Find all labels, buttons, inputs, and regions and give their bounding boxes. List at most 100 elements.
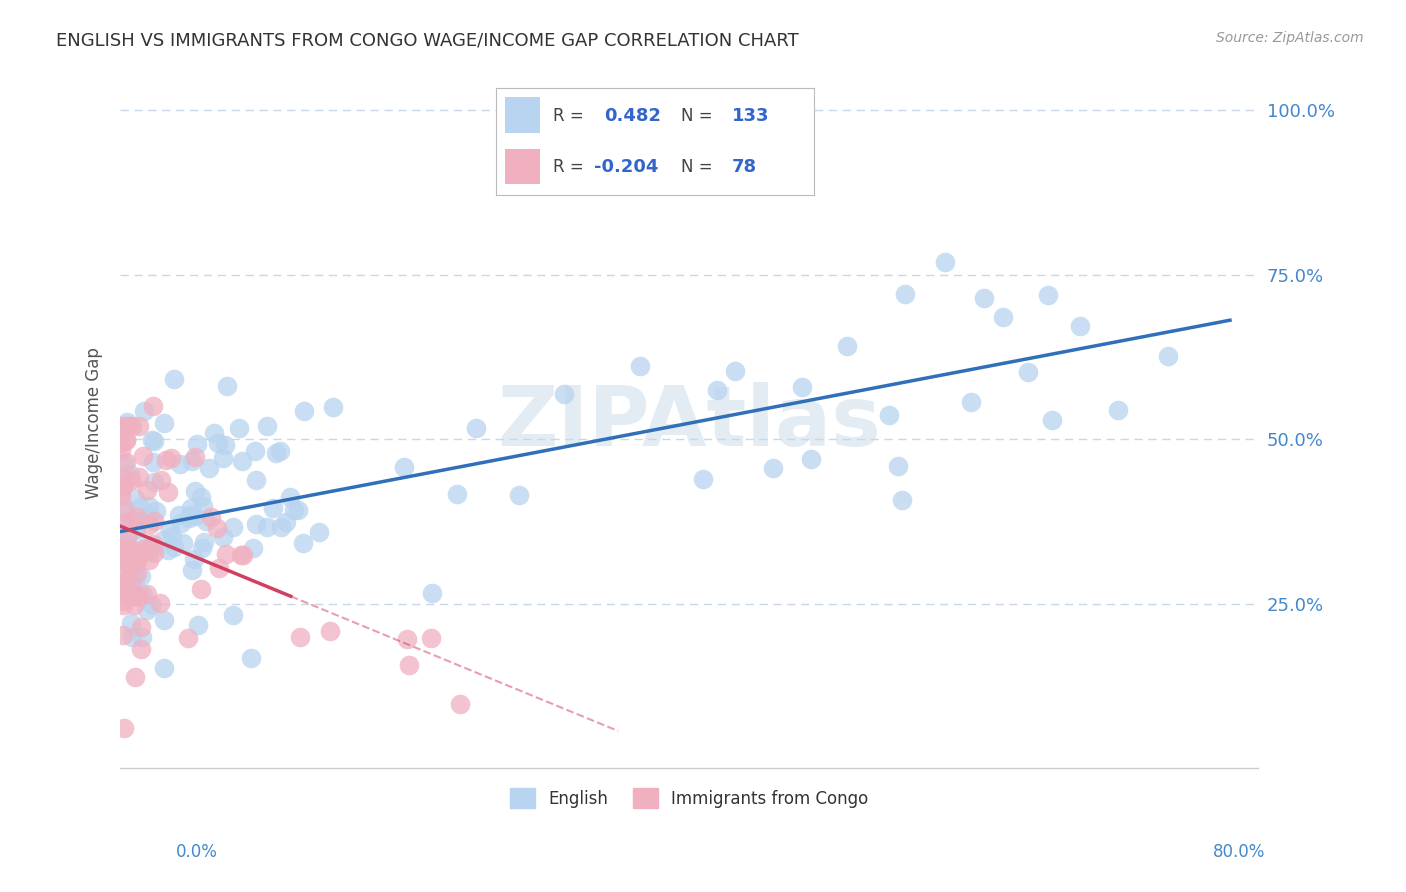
Point — [112, 594, 135, 608]
Point — [141, 434, 163, 448]
Point — [214, 437, 236, 451]
Point — [121, 513, 143, 527]
Point — [117, 529, 139, 543]
Point — [973, 291, 995, 305]
Point — [115, 550, 138, 565]
Point — [143, 515, 166, 529]
Point — [121, 559, 143, 574]
Point — [322, 400, 344, 414]
Point — [270, 520, 292, 534]
Point — [131, 642, 153, 657]
Point — [891, 493, 914, 508]
Point — [449, 697, 471, 711]
Point — [394, 460, 416, 475]
Point — [420, 586, 443, 600]
Point — [215, 547, 238, 561]
Point — [177, 631, 200, 645]
Point — [131, 588, 153, 602]
Point — [232, 548, 254, 562]
Point — [112, 456, 135, 470]
Point — [153, 416, 176, 430]
Point — [124, 569, 146, 583]
Point — [184, 483, 207, 498]
Point — [138, 507, 160, 521]
Point — [142, 537, 165, 551]
Point — [114, 434, 136, 448]
Point — [212, 451, 235, 466]
Point — [181, 563, 204, 577]
Point — [167, 508, 190, 523]
Point — [256, 418, 278, 433]
Point — [169, 457, 191, 471]
Point — [177, 510, 200, 524]
Point — [110, 576, 132, 591]
Point — [112, 598, 135, 612]
Point — [110, 483, 132, 498]
Point — [160, 529, 183, 543]
Y-axis label: Wage/Income Gap: Wage/Income Gap — [86, 347, 103, 499]
Point — [112, 628, 135, 642]
Point — [186, 617, 208, 632]
Point — [114, 582, 136, 597]
Point — [190, 490, 212, 504]
Point — [160, 451, 183, 466]
Point — [111, 504, 134, 518]
Point — [208, 561, 231, 575]
Point — [197, 460, 219, 475]
Point — [136, 483, 159, 497]
Point — [200, 510, 222, 524]
Point — [191, 500, 214, 514]
Point — [894, 286, 917, 301]
Point — [112, 548, 135, 562]
Point — [111, 580, 134, 594]
Point — [179, 508, 201, 522]
Point — [110, 582, 132, 596]
Point — [138, 499, 160, 513]
Point — [205, 521, 228, 535]
Point — [121, 419, 143, 434]
Point — [142, 399, 165, 413]
Point — [114, 542, 136, 557]
Point — [117, 517, 139, 532]
Point — [110, 548, 132, 562]
Point — [172, 536, 194, 550]
Point — [446, 487, 468, 501]
Point — [115, 560, 138, 574]
Point — [180, 453, 202, 467]
Point — [112, 589, 135, 603]
Text: 80.0%: 80.0% — [1213, 843, 1265, 861]
Point — [159, 522, 181, 536]
Point — [125, 554, 148, 568]
Point — [120, 578, 142, 592]
Point — [112, 531, 135, 545]
Point — [127, 551, 149, 566]
Point — [186, 437, 208, 451]
Point — [110, 547, 132, 561]
Point — [180, 501, 202, 516]
Point — [190, 582, 212, 597]
Point — [157, 484, 180, 499]
Point — [184, 450, 207, 465]
Point — [131, 449, 153, 463]
Point — [887, 458, 910, 473]
Point — [156, 543, 179, 558]
Point — [288, 630, 311, 644]
Point — [152, 613, 174, 627]
Point — [245, 443, 267, 458]
Point — [110, 550, 132, 565]
Point — [127, 590, 149, 604]
Point — [308, 525, 330, 540]
Point — [129, 619, 152, 633]
Point — [138, 553, 160, 567]
Point — [256, 520, 278, 534]
Point — [231, 454, 253, 468]
Point — [170, 516, 193, 530]
Point — [112, 477, 135, 491]
Text: ZIPAtlas: ZIPAtlas — [498, 382, 882, 463]
Point — [143, 475, 166, 490]
Point — [124, 522, 146, 536]
Point — [149, 596, 172, 610]
Point — [120, 576, 142, 591]
Point — [143, 541, 166, 556]
Point — [1040, 412, 1063, 426]
